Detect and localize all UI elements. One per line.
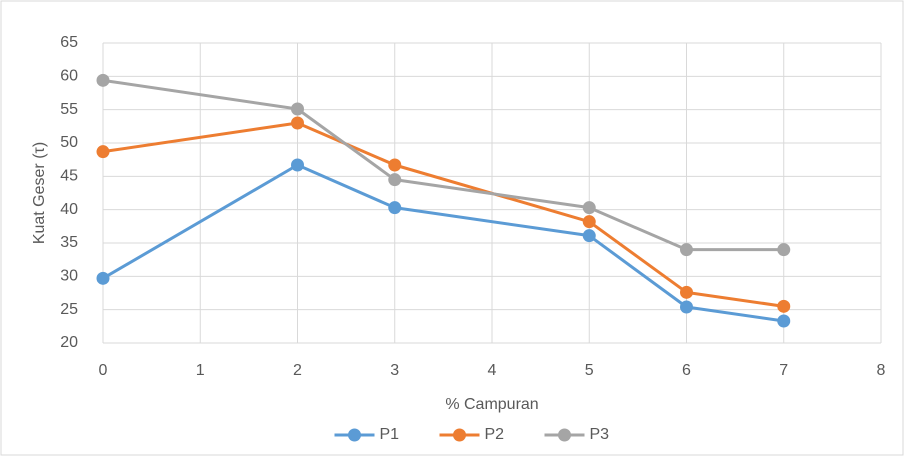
data-point xyxy=(291,158,304,172)
legend-label: P3 xyxy=(590,426,610,443)
data-point xyxy=(388,201,402,215)
data-point xyxy=(96,73,110,87)
x-tick-label: 1 xyxy=(196,362,205,379)
data-point xyxy=(777,299,791,313)
y-tick-label: 20 xyxy=(60,334,78,351)
y-tick-label: 65 xyxy=(60,34,78,51)
data-point xyxy=(680,300,693,314)
data-point xyxy=(680,243,693,257)
data-point xyxy=(96,271,110,285)
x-tick-label: 2 xyxy=(293,362,302,379)
data-point xyxy=(582,215,596,229)
data-point xyxy=(582,201,596,215)
x-tick-label: 3 xyxy=(390,362,399,379)
legend-marker xyxy=(348,428,361,442)
legend-marker xyxy=(558,428,571,442)
series-line xyxy=(102,163,784,323)
data-point xyxy=(291,102,304,116)
y-tick-label: 55 xyxy=(60,101,78,118)
data-point xyxy=(680,285,693,299)
x-tick-label: 7 xyxy=(779,362,788,379)
x-tick-label: 4 xyxy=(488,362,497,379)
y-tick-label: 40 xyxy=(60,201,78,218)
data-point xyxy=(291,116,304,130)
data-point xyxy=(582,229,596,243)
data-point xyxy=(388,173,402,187)
series-line xyxy=(102,78,784,252)
x-tick-label: 5 xyxy=(585,362,594,379)
legend-label: P2 xyxy=(485,426,505,443)
y-tick-label: 50 xyxy=(60,134,78,151)
y-axis-label: Kuat Geser (τ) xyxy=(31,142,48,244)
data-point xyxy=(777,314,791,328)
y-tick-label: 35 xyxy=(60,234,78,251)
x-tick-label: 6 xyxy=(682,362,691,379)
y-tick-label: 45 xyxy=(60,168,78,185)
data-point xyxy=(777,243,791,257)
x-tick-label: 0 xyxy=(99,362,108,379)
y-tick-label: 25 xyxy=(60,301,78,318)
legend-label: P1 xyxy=(380,426,400,443)
y-tick-label: 60 xyxy=(60,68,78,85)
x-tick-label: 8 xyxy=(877,362,886,379)
data-point xyxy=(96,145,110,159)
data-point xyxy=(388,158,402,172)
x-axis-label: % Campuran xyxy=(445,396,538,413)
legend-marker xyxy=(453,428,466,442)
y-tick-label: 30 xyxy=(60,268,78,285)
